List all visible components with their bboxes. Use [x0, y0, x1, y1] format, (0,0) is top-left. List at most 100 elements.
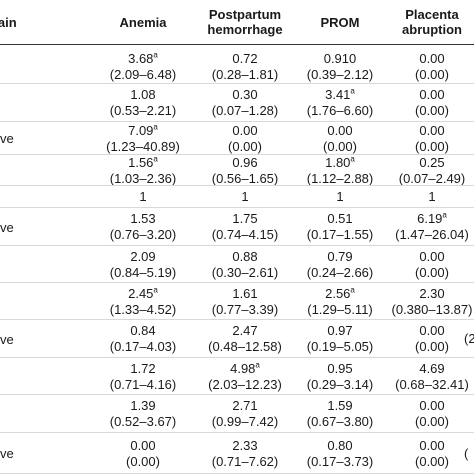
- cell-estimate: 0.00: [419, 87, 445, 102]
- cell-confidence-interval: (0.67–3.80): [306, 414, 374, 429]
- cell-estimate: 6.19: [417, 211, 443, 226]
- cell-confidence-interval: (0.17–4.03): [109, 339, 177, 354]
- cell-estimate: 0.80: [327, 437, 353, 453]
- table-row: 2.45a (1.33–4.52) 1.61 (0.77–3.39) 2.56a (1.2…: [0, 283, 474, 320]
- cell-estimate-line: 0.00: [419, 249, 444, 265]
- table-row: 1.56a (1.03–2.36) 0.96 (0.56–1.65) 1.80a (1.1…: [0, 155, 474, 186]
- cell-confidence-interval: (0.07–2.49): [398, 170, 466, 186]
- significance-marker: a: [350, 86, 355, 96]
- table-cell: 0.00 (0.00): [377, 433, 474, 474]
- cell-confidence-interval: (0.52–3.67): [109, 414, 177, 429]
- table-cell: 4.98a (2.03–12.23): [190, 358, 300, 395]
- cell-estimate: 0.72: [232, 50, 258, 66]
- cell-estimate-line: 0.00: [419, 323, 444, 339]
- cell-estimate-line: 0.00: [419, 398, 444, 414]
- table-cell: 3.68a (2.09–6.48): [88, 49, 198, 84]
- cell-estimate-line: 0.80: [327, 438, 352, 454]
- cell-estimate: 0.00: [419, 323, 445, 338]
- header-placenta-abruption: Placenta abruption: [367, 0, 474, 44]
- cell-estimate-line: 1.61: [232, 286, 257, 302]
- cell-estimate: 3.41: [325, 87, 351, 102]
- cell-confidence-interval: (1.03–2.36): [109, 170, 177, 186]
- table-cell: 2.45a (1.33–4.52): [88, 283, 198, 320]
- cell-estimate-line: 0.00: [327, 123, 352, 139]
- table-cell: 0.00 (0.00): [88, 433, 198, 474]
- header-anemia-label: Anemia: [119, 14, 167, 30]
- cell-estimate-line: 2.47: [232, 323, 257, 339]
- cell-estimate: 0.00: [130, 437, 156, 453]
- table-cell: 1: [377, 186, 474, 208]
- cell-estimate-line: 0.97: [327, 323, 352, 339]
- cell-confidence-interval: (0.28–1.81): [211, 66, 279, 82]
- cell-estimate: 1.72: [130, 360, 156, 376]
- cell-confidence-interval: (0.99–7.42): [211, 414, 279, 429]
- cell-estimate-line: 4.69: [419, 361, 444, 377]
- cell-confidence-interval: (0.39–2.12): [306, 66, 374, 82]
- row-separator: [0, 154, 474, 155]
- cell-estimate: 2.47: [232, 323, 258, 338]
- cell-estimate: 0.00: [419, 122, 445, 138]
- cell-estimate: 0.30: [232, 87, 258, 102]
- cell-estimate: 1: [336, 189, 344, 204]
- cell-estimate-line: 2.30: [419, 286, 444, 302]
- cell-estimate-line: 0.88: [232, 249, 257, 265]
- cell-estimate-line: 1.08: [130, 87, 155, 103]
- cell-estimate: 0.910: [323, 50, 357, 66]
- row-label: ve: [0, 131, 14, 146]
- table-cell: 2.71 (0.99–7.42): [190, 395, 300, 433]
- cell-confidence-interval: (0.00): [415, 103, 449, 118]
- cell-estimate-line: 0.00: [130, 438, 155, 454]
- table-cell: 0.30 (0.07–1.28): [190, 84, 300, 122]
- cell-estimate-line: 2.71: [232, 398, 257, 414]
- cell-estimate-line: 0.51: [327, 211, 352, 227]
- header-weight-gain-label: t gain: [0, 14, 17, 30]
- table-cell: 2.09 (0.84–5.19): [88, 246, 198, 283]
- cell-estimate: 1: [241, 189, 249, 204]
- cell-estimate: 1: [428, 189, 436, 204]
- cell-estimate-line: 4.98a: [230, 361, 260, 377]
- cell-confidence-interval: (0.84–5.19): [109, 264, 177, 280]
- cell-estimate-line: 0.25: [419, 155, 444, 171]
- cell-confidence-interval: (0.56–1.65): [211, 170, 279, 186]
- table-cell: 0.00 (0.00): [377, 246, 474, 283]
- significance-marker: a: [153, 50, 158, 60]
- table-cell: 6.19a (1.47–26.04): [377, 208, 474, 246]
- table-header: t gain Anemia Postpartum hemorrhage PROM…: [0, 0, 474, 45]
- cell-confidence-interval: (2.09–6.48): [109, 66, 177, 82]
- header-prom: PROM: [280, 0, 400, 44]
- table-cell: 0.79 (0.24–2.66): [285, 246, 395, 283]
- clipped-fragment-line: (2: [464, 331, 474, 346]
- cell-estimate-line: 0.79: [327, 249, 352, 265]
- table-cell: 7.09a (1.23–40.89): [88, 122, 198, 155]
- cell-confidence-interval: (0.30–2.61): [211, 264, 279, 280]
- cell-estimate-line: 2.45a: [128, 286, 158, 302]
- cell-confidence-interval: (0.07–1.28): [211, 103, 279, 118]
- row-label: ve: [0, 219, 14, 235]
- table-cell: 0.00 (0.00): [377, 320, 474, 358]
- cell-estimate-line: 0.96: [232, 155, 257, 171]
- cell-estimate: 0.00: [232, 122, 258, 138]
- table-cell: 0.80 (0.17–3.73): [285, 433, 395, 474]
- table-cell: 1.53 (0.76–3.20): [88, 208, 198, 246]
- table-cell: 2.30 (0.380–13.87): [377, 283, 474, 320]
- table-cell: 3.41a (1.76–6.60): [285, 84, 395, 122]
- significance-marker: a: [350, 285, 355, 295]
- cell-estimate: 1.80: [325, 154, 351, 170]
- cell-confidence-interval: (1.33–4.52): [109, 301, 177, 317]
- table-row: 1.72 (0.71–4.16) 4.98a (2.03–12.23) 0.95 (0.2…: [0, 358, 474, 395]
- cell-estimate-line: 1.75: [232, 211, 257, 227]
- cell-estimate: 4.69: [419, 360, 445, 376]
- cell-estimate: 2.33: [232, 437, 258, 453]
- cell-confidence-interval: (1.76–6.60): [306, 103, 374, 118]
- cell-estimate-line: 0.00: [419, 87, 444, 103]
- cell-confidence-interval: (0.00): [415, 339, 449, 354]
- cell-estimate-line: 1.59: [327, 398, 352, 414]
- table-row: ve 0.00 (0.00) 2.33 (0.71–7.62) 0.80 (0.17–3.7…: [0, 433, 474, 474]
- row-separator: [0, 83, 474, 84]
- cell-estimate-line: 3.68a: [128, 51, 158, 67]
- clipped-column-fragment: (: [464, 433, 468, 474]
- cell-confidence-interval: (2.03–12.23): [208, 376, 282, 392]
- cell-estimate-line: 1: [428, 189, 435, 205]
- cell-confidence-interval: (0.00): [415, 414, 449, 429]
- table-cell: 2.47 (0.48–12.58): [190, 320, 300, 358]
